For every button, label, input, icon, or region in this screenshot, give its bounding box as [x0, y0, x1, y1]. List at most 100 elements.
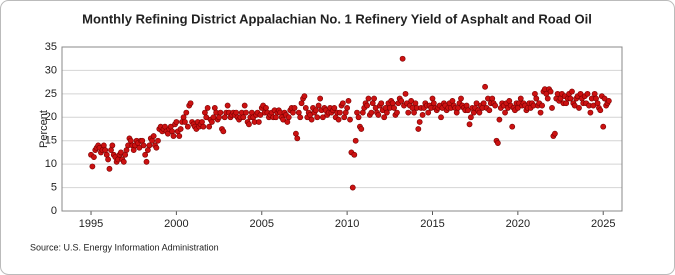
point: [544, 95, 551, 102]
point: [352, 137, 359, 144]
point: [569, 88, 575, 95]
y-tick-label: 25: [45, 88, 57, 100]
point: [398, 97, 405, 104]
point: [295, 109, 302, 116]
point: [389, 100, 396, 107]
point: [220, 128, 227, 135]
point: [517, 95, 524, 102]
point: [293, 130, 299, 137]
point: [204, 105, 211, 111]
point: [600, 123, 607, 130]
point: [438, 114, 444, 121]
x-tick-label: 2015: [420, 218, 444, 230]
point: [506, 97, 513, 104]
point: [301, 93, 308, 100]
point: [480, 100, 487, 107]
point: [217, 109, 224, 116]
point: [476, 109, 483, 116]
point: [297, 114, 304, 121]
point: [182, 119, 188, 125]
point: [416, 119, 423, 125]
point: [449, 97, 456, 104]
point: [142, 151, 149, 158]
x-tick-label: 2025: [591, 218, 615, 230]
point: [411, 109, 417, 116]
point: [371, 95, 377, 102]
point: [567, 95, 574, 102]
point: [122, 151, 129, 158]
point: [240, 114, 247, 121]
point: [339, 100, 346, 107]
point: [552, 130, 558, 137]
point: [105, 156, 111, 163]
x-tick-label: 1995: [79, 218, 103, 230]
point: [365, 95, 372, 102]
y-tick-label: 5: [51, 181, 57, 193]
plot-border: [61, 46, 623, 212]
point: [419, 112, 426, 118]
point: [315, 102, 322, 109]
point: [533, 95, 540, 102]
chart-title: Monthly Refining District Appalachian No…: [82, 11, 592, 26]
point: [482, 83, 488, 90]
point: [109, 142, 116, 149]
point: [108, 147, 114, 153]
point: [211, 105, 218, 111]
point: [146, 142, 153, 149]
point: [496, 116, 503, 123]
point: [394, 109, 400, 116]
point: [202, 109, 208, 116]
point: [184, 123, 191, 130]
point: [494, 140, 501, 146]
point: [463, 102, 470, 109]
y-tick-label: 10: [45, 158, 57, 170]
point: [130, 147, 137, 153]
point: [369, 100, 376, 107]
point: [180, 114, 187, 121]
point: [294, 135, 301, 142]
point: [466, 121, 473, 128]
point: [308, 116, 315, 123]
point: [358, 126, 365, 132]
point: [547, 88, 554, 95]
point: [176, 133, 183, 139]
point: [381, 114, 388, 121]
point: [91, 154, 97, 161]
point: [486, 107, 493, 114]
y-tick-label: 0: [51, 205, 57, 217]
point: [284, 119, 291, 125]
point: [355, 114, 362, 121]
point: [246, 121, 252, 128]
point: [100, 142, 107, 149]
point: [335, 116, 342, 123]
x-tick-label: 2010: [335, 218, 359, 230]
y-tick-label: 35: [45, 41, 57, 53]
point: [139, 137, 146, 144]
point: [587, 109, 594, 116]
point: [359, 109, 366, 116]
point: [312, 107, 319, 114]
x-tick-label: 2000: [164, 218, 188, 230]
point: [314, 114, 321, 121]
point: [255, 119, 262, 125]
point: [368, 109, 375, 116]
point: [584, 90, 591, 97]
point: [391, 105, 397, 111]
point: [177, 126, 184, 132]
point: [509, 123, 516, 130]
point: [492, 102, 499, 109]
point: [302, 105, 309, 111]
point: [342, 109, 349, 116]
point: [402, 90, 409, 97]
point: [453, 109, 460, 116]
point: [224, 102, 231, 109]
point: [183, 109, 190, 116]
point: [285, 114, 292, 121]
point: [384, 109, 390, 116]
point: [150, 133, 157, 139]
point: [489, 95, 496, 102]
